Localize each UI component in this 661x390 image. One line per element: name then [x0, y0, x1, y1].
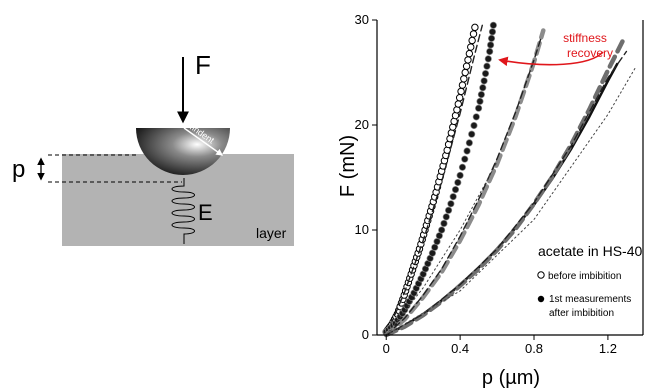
- filled-circle-point: [456, 171, 464, 179]
- filled-circle-point: [449, 193, 457, 201]
- filled-circle-point: [477, 91, 485, 99]
- filled-circle-point: [447, 200, 455, 208]
- indentation-schematic: Rindent F p E layer: [12, 50, 294, 246]
- filled-circle-point: [465, 139, 473, 147]
- filled-circle-point: [476, 97, 484, 105]
- force-depth-chart: 0 0.4 0.8 1.2 0 10 20 30 F (mN) p (µm) stiffnes…: [337, 12, 644, 389]
- y-tick-label: 20: [355, 117, 369, 132]
- filled-circle-point: [479, 84, 487, 92]
- filled-circle-point: [445, 206, 453, 214]
- filled-circle-point: [483, 62, 491, 70]
- depth-label: p: [12, 156, 25, 183]
- filled-circle-point: [472, 113, 480, 121]
- x-tick-label: 0: [383, 341, 390, 356]
- filled-circle-point: [438, 226, 446, 234]
- filled-circle-point: [475, 104, 483, 112]
- legend-open-circle-marker: [537, 271, 545, 279]
- open-circle-point: [471, 23, 479, 32]
- y-tick-label: 30: [355, 12, 369, 27]
- filled-circle-point: [440, 219, 448, 227]
- filled-circle-point: [454, 178, 462, 187]
- legend-item-after-line-2: after imbibition: [549, 308, 614, 319]
- filled-circle-point: [463, 147, 471, 155]
- series-curve-6: [385, 161, 498, 336]
- open-circle-point: [460, 75, 468, 83]
- spring-icon: [171, 178, 195, 244]
- x-tick-label: 0.4: [451, 341, 469, 356]
- filled-circle-point: [484, 55, 492, 63]
- series-curve-4: [383, 28, 546, 338]
- x-axis-label: p (µm): [482, 367, 540, 389]
- open-circle-point: [465, 49, 474, 58]
- open-circle-point: [461, 68, 469, 77]
- filled-circle-point: [461, 155, 469, 163]
- filled-circle-point: [486, 47, 494, 56]
- force-label: F: [195, 50, 211, 80]
- indenter-radius-arrow: [183, 127, 224, 156]
- stiffness-recovery-arrow: [498, 51, 604, 67]
- spherical-indenter: [136, 128, 230, 175]
- legend: acetate in HS-40 before imbibition 1st m…: [530, 236, 642, 320]
- legend-filled-circle-marker: [537, 295, 545, 303]
- y-tick-label: 0: [362, 327, 369, 342]
- filled-circle-point: [442, 213, 450, 221]
- x-tick-label: 0.8: [525, 341, 543, 356]
- filled-circle-point: [487, 41, 495, 49]
- x-tick-label: 1.2: [599, 341, 617, 356]
- open-circle-point: [458, 81, 467, 89]
- filled-circle-point: [481, 70, 490, 78]
- filled-circle-point: [451, 186, 460, 194]
- open-circle-point: [455, 94, 464, 102]
- series-curve-2: [385, 24, 483, 336]
- series-curve-5: [385, 36, 543, 336]
- layer-label: layer: [256, 225, 287, 241]
- open-circle-point: [462, 62, 471, 70]
- open-circle-point: [467, 43, 475, 51]
- series-layer: [382, 21, 637, 338]
- annotation-line-2: recovery: [567, 46, 613, 60]
- y-tick-label: 10: [355, 222, 369, 237]
- filled-circle-point: [480, 77, 488, 85]
- open-circle-point: [464, 56, 472, 64]
- legend-item-before: before imbibition: [548, 271, 621, 282]
- modulus-label: E: [198, 200, 213, 225]
- filled-circle-point: [470, 121, 478, 130]
- filled-circle-point: [488, 28, 497, 36]
- filled-circle-point: [458, 163, 466, 171]
- legend-item-after-line-1: 1st measurements: [549, 294, 631, 305]
- filled-circle-point: [487, 34, 496, 42]
- open-circle-point: [457, 87, 465, 96]
- filled-circle-point: [468, 130, 476, 138]
- filled-circle-point: [489, 21, 497, 29]
- annotation-line-1: stiffness: [563, 31, 607, 45]
- legend-background: [530, 236, 640, 320]
- legend-title: acetate in HS-40: [538, 243, 642, 259]
- series-curve-8: [383, 38, 625, 338]
- y-axis-label: F (mN): [337, 135, 359, 197]
- open-circle-point: [469, 30, 478, 38]
- open-circle-point: [468, 36, 476, 45]
- open-circle-point: [454, 100, 462, 108]
- axes-layer: 0 0.4 0.8 1.2 0 10 20 30: [355, 12, 644, 356]
- series-curve-10: [385, 66, 637, 336]
